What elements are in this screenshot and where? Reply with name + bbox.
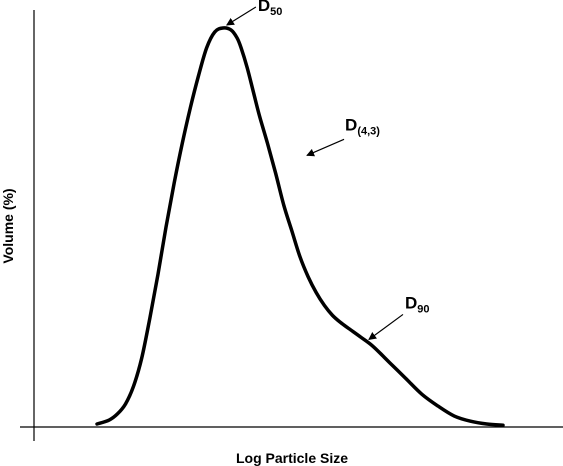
series-line	[95, 26, 505, 427]
annotation-letter-2: D	[405, 293, 417, 312]
annotation-subscript-1: (4,3)	[357, 125, 380, 137]
annotation-label-1: D(4,3)	[345, 115, 380, 137]
annotation-arrow-1	[306, 138, 345, 157]
x-axis-label: Log Particle Size	[236, 450, 348, 466]
y-axis-label: Volume (%)	[0, 188, 16, 263]
annotation-label-0: D50	[258, 0, 283, 18]
annotation-letter-0: D	[258, 0, 270, 15]
annotation-arrow-0	[226, 6, 257, 26]
annotation-letter-1: D	[345, 115, 357, 134]
annotation-subscript-0: 50	[270, 6, 282, 18]
annotation-subscript-2: 90	[417, 303, 429, 315]
annotation-label-2: D90	[405, 293, 430, 315]
annotation-arrow-2	[368, 313, 404, 341]
